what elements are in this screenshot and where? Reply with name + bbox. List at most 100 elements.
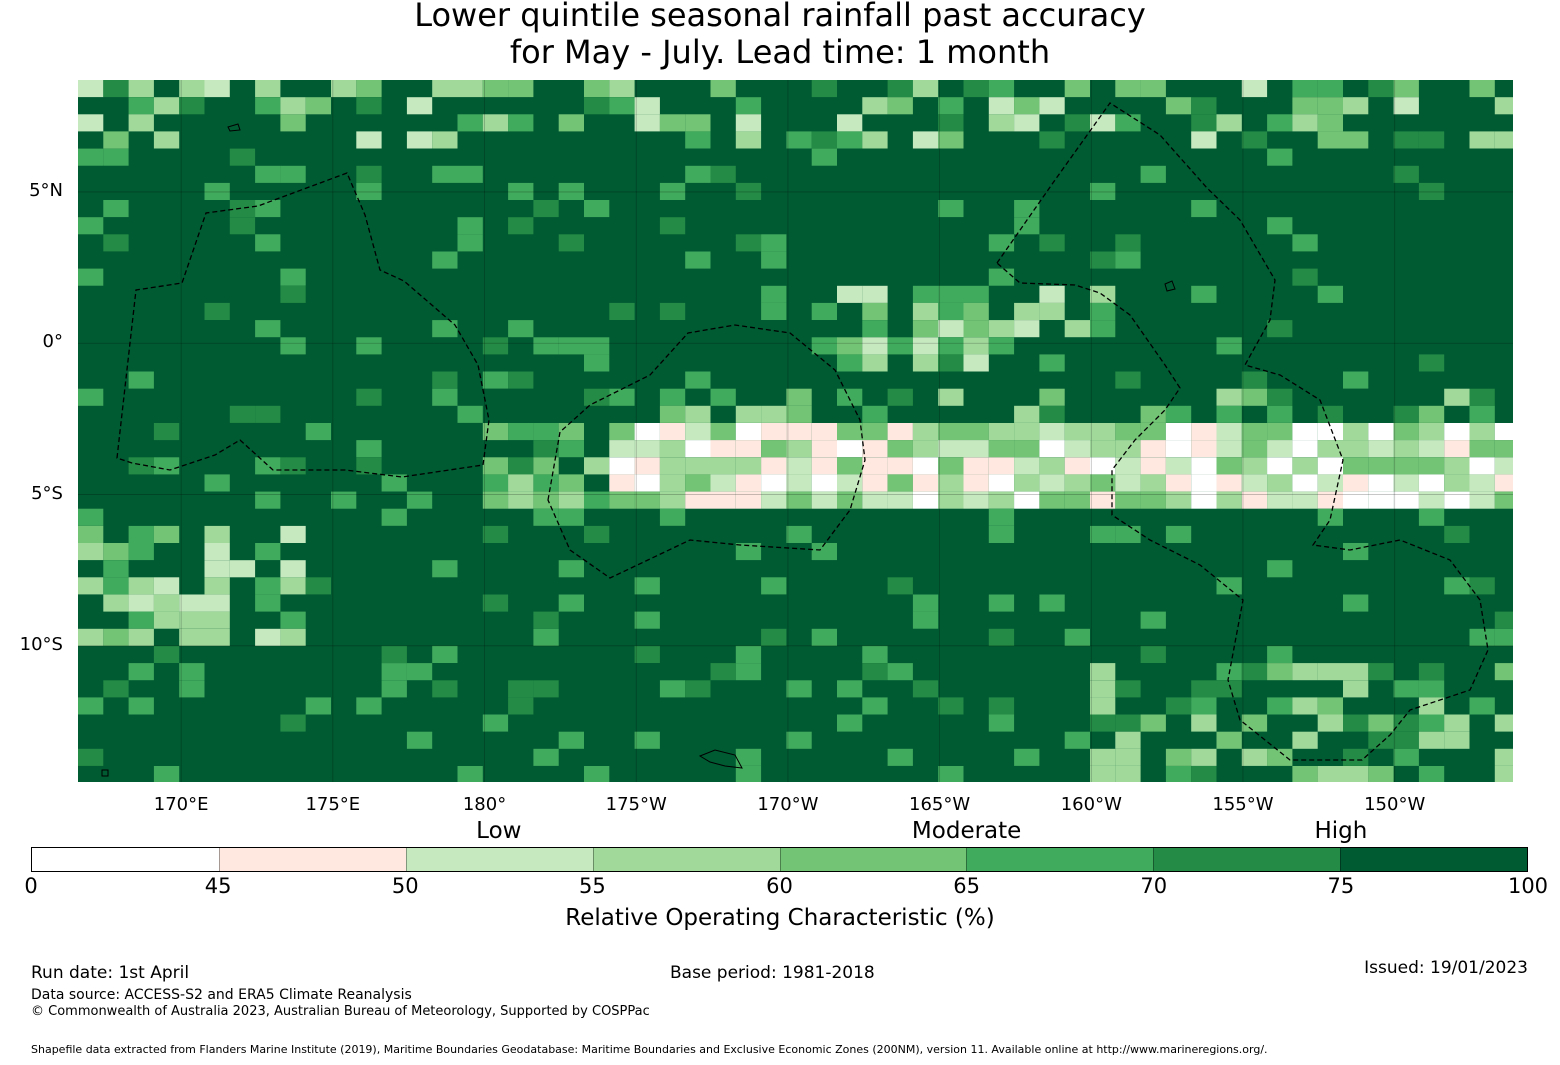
grid-cell (837, 440, 863, 458)
grid-cell (1494, 131, 1513, 149)
grid-cell (280, 577, 306, 595)
grid-cell (533, 423, 559, 441)
grid-cell (356, 697, 382, 715)
grid-cell (735, 405, 762, 423)
grid-cell (1267, 474, 1293, 492)
grid-cell (761, 302, 787, 320)
grid-cell (1140, 491, 1166, 509)
grid-cell (558, 114, 584, 132)
grid-cell (1090, 114, 1116, 132)
grid-cell (1418, 508, 1445, 526)
grid-cell (179, 680, 205, 698)
grid-cell (204, 594, 230, 612)
grid-cell (988, 423, 1015, 441)
grid-cell (103, 148, 129, 166)
grid-cell (1494, 611, 1513, 629)
grid-cell (685, 423, 711, 441)
grid-cell (482, 491, 509, 509)
grid-cell (1090, 748, 1116, 766)
colorbar (31, 847, 1528, 872)
grid-cell (938, 766, 964, 782)
grid-cell (609, 491, 635, 509)
grid-cell (1165, 697, 1192, 715)
grid-cell (482, 114, 509, 132)
data-source: Data source: ACCESS-S2 and ERA5 Climate … (31, 987, 412, 1003)
grid-cell (255, 577, 281, 595)
grid-cell (1216, 577, 1242, 595)
grid-cell (153, 594, 180, 612)
grid-cell (1292, 474, 1318, 492)
category-label: Moderate (911, 818, 1022, 844)
grid-cell (963, 337, 989, 355)
grid-cell (862, 663, 888, 681)
grid-cell (204, 525, 230, 543)
grid-cell (1317, 114, 1343, 132)
grid-cell (786, 440, 812, 458)
grid-cell (508, 491, 534, 509)
grid-cell (1014, 748, 1040, 766)
grid-cell (1165, 491, 1192, 509)
grid-cell (811, 337, 837, 355)
issued-date: Issued: 19/01/2023 (1364, 958, 1528, 978)
grid-cell (1140, 165, 1166, 183)
grid-cell (1292, 440, 1318, 458)
longitude-label: 155°W (1212, 794, 1274, 815)
grid-cell (837, 131, 863, 149)
grid-cell (1165, 457, 1192, 475)
grid-cell (938, 320, 964, 338)
grid-cell (887, 80, 913, 98)
grid-cell (331, 80, 357, 98)
grid-cell (128, 594, 154, 612)
grid-cell (1418, 731, 1445, 749)
grid-cell (988, 97, 1015, 115)
grid-cell (938, 474, 964, 492)
grid-cell (1469, 628, 1495, 646)
grid-cell (685, 165, 711, 183)
grid-cell (761, 457, 787, 475)
grid-cell (912, 457, 939, 475)
small-island-outline (101, 769, 109, 777)
grid-cell (1444, 457, 1470, 475)
grid-cell (179, 97, 205, 115)
grid-cell (988, 440, 1015, 458)
grid-cell (381, 474, 407, 492)
grid-cell (584, 354, 610, 372)
grid-cell (1469, 423, 1495, 441)
grid-cell (634, 731, 660, 749)
grid-cell (634, 491, 660, 509)
grid-cell (1368, 663, 1394, 681)
grid-cell (1267, 748, 1293, 766)
grid-cell (280, 560, 306, 578)
grid-cell (912, 594, 939, 612)
grid-cell (1317, 766, 1343, 782)
grid-cell (381, 680, 407, 698)
grid-cell (988, 337, 1015, 355)
grid-cell (1090, 440, 1116, 458)
grid-cell (1368, 457, 1394, 475)
grid-cell (837, 457, 863, 475)
grid-cell (558, 560, 584, 578)
grid-cell (204, 543, 230, 561)
grid-cell (1393, 405, 1419, 423)
grid-cell (1418, 440, 1445, 458)
grid-cell (1267, 114, 1293, 132)
grid-cell (128, 663, 154, 681)
grid-cell (1343, 766, 1369, 782)
grid-cell (1418, 766, 1445, 782)
grid-cell (837, 474, 863, 492)
grid-cell (938, 697, 964, 715)
grid-cell (1090, 423, 1116, 441)
grid-cell (1444, 474, 1470, 492)
grid-cell (1241, 491, 1268, 509)
longitude-label: 165°W (909, 794, 971, 815)
grid-cell (1444, 525, 1470, 543)
grid-cell (508, 680, 534, 698)
grid-cell (988, 525, 1015, 543)
grid-cell (1064, 114, 1090, 132)
grid-cell (609, 474, 635, 492)
grid-cell (609, 302, 635, 320)
grid-cell (1191, 440, 1217, 458)
grid-cell (280, 714, 306, 732)
grid-cell (837, 680, 863, 698)
grid-cell (963, 474, 989, 492)
